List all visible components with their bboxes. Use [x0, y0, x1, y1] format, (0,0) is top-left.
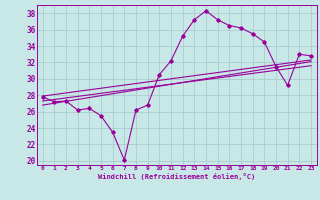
X-axis label: Windchill (Refroidissement éolien,°C): Windchill (Refroidissement éolien,°C): [98, 173, 255, 180]
